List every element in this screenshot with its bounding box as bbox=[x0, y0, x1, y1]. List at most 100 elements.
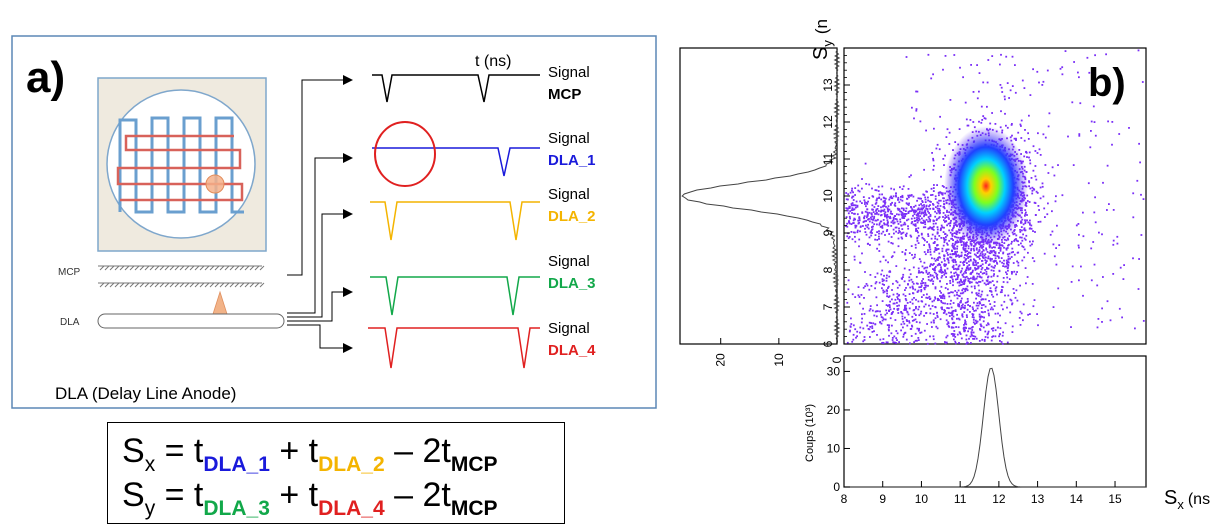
scatter-point bbox=[936, 228, 939, 231]
scatter-point bbox=[866, 214, 869, 217]
scatter-point bbox=[885, 279, 888, 282]
scatter-point bbox=[1001, 343, 1004, 345]
scatter-point bbox=[861, 252, 863, 255]
scatter-point bbox=[944, 269, 946, 272]
scatter-point bbox=[888, 208, 891, 211]
scatter-point bbox=[859, 200, 862, 203]
scatter-point bbox=[934, 235, 937, 238]
scatter-point bbox=[853, 204, 855, 207]
scatter-point bbox=[921, 282, 924, 285]
scatter-point bbox=[1121, 316, 1123, 319]
scatter-point bbox=[970, 277, 972, 280]
scatter-point bbox=[934, 296, 936, 299]
scatter-point bbox=[931, 305, 934, 307]
scatter-point bbox=[881, 300, 884, 302]
scatter-point bbox=[907, 283, 909, 285]
scatter-point bbox=[851, 207, 854, 210]
scatter-point bbox=[859, 261, 861, 264]
scatter-point bbox=[976, 282, 979, 284]
scatter-point bbox=[918, 329, 920, 332]
scatter-point bbox=[942, 68, 944, 71]
scatter-point bbox=[987, 264, 990, 266]
scatter-point bbox=[1006, 126, 1009, 129]
scatter-point bbox=[955, 233, 958, 236]
scatter-point bbox=[928, 304, 930, 307]
scatter-point bbox=[944, 55, 947, 57]
scatter-point bbox=[876, 223, 878, 226]
scatter-point bbox=[897, 223, 900, 225]
scatter-point bbox=[859, 326, 862, 329]
scatter-point bbox=[915, 314, 917, 316]
scatter-point bbox=[1019, 123, 1022, 126]
scatter-point bbox=[930, 321, 933, 324]
scatter-point bbox=[863, 199, 866, 202]
scatter-point bbox=[934, 247, 937, 249]
scatter-point bbox=[965, 334, 968, 337]
scatter-point bbox=[909, 286, 912, 289]
scatter-point bbox=[890, 256, 893, 259]
scatter-point bbox=[886, 295, 888, 298]
scatter-point bbox=[881, 209, 884, 212]
hatch-line bbox=[169, 282, 175, 288]
scatter-point bbox=[875, 199, 878, 201]
scatter-point bbox=[1006, 341, 1009, 344]
scatter-point bbox=[1003, 246, 1005, 249]
scatter-point bbox=[975, 309, 977, 312]
scatter-point bbox=[1017, 131, 1020, 134]
scatter-point bbox=[847, 279, 850, 282]
scatter-point bbox=[880, 232, 883, 235]
scatter-point bbox=[871, 228, 873, 231]
scatter-point bbox=[850, 323, 853, 325]
scatter-point bbox=[999, 340, 1001, 342]
scatter-point bbox=[875, 189, 878, 192]
scatter-point bbox=[944, 214, 947, 217]
scatter-point bbox=[940, 237, 943, 239]
scatter-point bbox=[958, 128, 961, 130]
scatter-point bbox=[994, 257, 997, 260]
scatter-point bbox=[911, 281, 914, 283]
scatter-point bbox=[993, 284, 995, 287]
scatter-point bbox=[1082, 235, 1085, 238]
scatter-point bbox=[1046, 213, 1049, 216]
scatter-point bbox=[1019, 229, 1021, 231]
scatter-point bbox=[936, 205, 939, 207]
sy-projection: 20 10 0 bbox=[679, 47, 844, 367]
scatter-point bbox=[947, 311, 950, 314]
hatch-line bbox=[244, 282, 250, 288]
scatter-point bbox=[1034, 150, 1037, 152]
scatter-point bbox=[1000, 341, 1003, 343]
scatter-point bbox=[898, 304, 900, 307]
scatter-point bbox=[884, 223, 886, 226]
scatter-point bbox=[932, 159, 935, 162]
scatter-point bbox=[908, 293, 911, 295]
panel-a-caption: DLA (Delay Line Anode) bbox=[55, 384, 236, 403]
scatter-point bbox=[932, 280, 935, 283]
scatter-point bbox=[1000, 110, 1002, 113]
scatter-point bbox=[952, 291, 954, 294]
scatter-point bbox=[974, 319, 977, 322]
scatter-point bbox=[903, 280, 906, 283]
scatter-point bbox=[866, 211, 869, 214]
scatter-point bbox=[883, 284, 885, 286]
scatter-point bbox=[939, 209, 941, 212]
scatter-point bbox=[1021, 245, 1024, 248]
scatter-point bbox=[970, 333, 973, 336]
trace-dla-3 bbox=[370, 276, 540, 316]
scatter-point bbox=[871, 221, 874, 224]
scatter-point bbox=[903, 309, 906, 311]
scatter-point bbox=[966, 301, 969, 304]
scatter-point bbox=[1093, 211, 1096, 214]
scatter-point bbox=[1009, 311, 1012, 314]
scatter-point bbox=[952, 246, 954, 249]
scatter-point bbox=[936, 276, 938, 279]
scatter-point bbox=[851, 238, 854, 241]
delay-line-x bbox=[118, 116, 244, 214]
scatter-point bbox=[916, 208, 919, 211]
scatter-point bbox=[895, 218, 898, 221]
scatter-point bbox=[890, 221, 893, 224]
scatter-point bbox=[932, 229, 935, 231]
scatter-point bbox=[960, 254, 963, 257]
scatter-point bbox=[972, 316, 975, 319]
scatter-point bbox=[881, 185, 884, 188]
hatch-line bbox=[219, 282, 225, 288]
